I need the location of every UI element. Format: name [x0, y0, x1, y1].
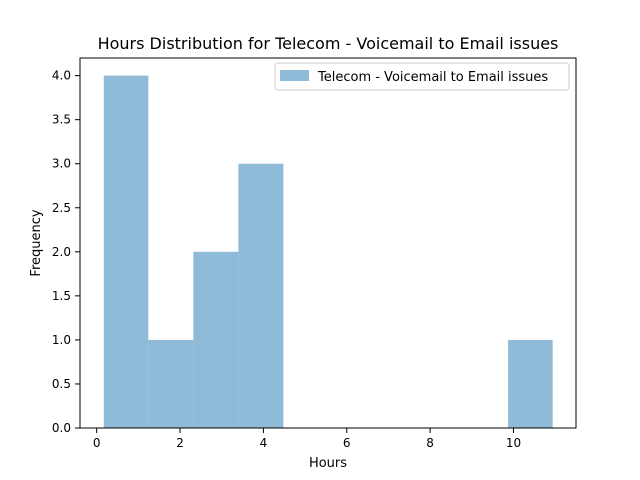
histogram-bar — [193, 251, 239, 428]
y-tick-label: 0.5 — [52, 377, 71, 391]
legend: Telecom - Voicemail to Email issues — [274, 62, 570, 91]
plot-frame — [79, 57, 577, 429]
y-axis-ticks: 0.0 0.5 1.0 1.5 2.0 2.5 3.0 3.5 4.0 — [52, 69, 80, 435]
x-tick-label: 10 — [506, 436, 521, 450]
histogram-bar — [148, 339, 194, 428]
histogram-bar — [238, 163, 284, 428]
chart-title: Hours Distribution for Telecom - Voicema… — [98, 34, 559, 53]
y-tick-label: 3.5 — [52, 113, 71, 127]
y-tick-label: 2.0 — [52, 245, 71, 259]
y-tick-label: 2.5 — [52, 201, 71, 215]
x-axis-ticks: 0 2 4 6 8 10 — [93, 428, 521, 450]
x-tick-label: 6 — [343, 436, 351, 450]
histogram-bars — [103, 75, 553, 428]
x-tick-label: 2 — [176, 436, 184, 450]
legend-label: Telecom - Voicemail to Email issues — [317, 70, 548, 85]
x-tick-label: 4 — [260, 436, 268, 450]
histogram-bar — [508, 339, 553, 428]
x-tick-label: 8 — [426, 436, 434, 450]
x-axis-label: Hours — [309, 456, 347, 471]
legend-swatch — [280, 70, 309, 81]
y-tick-label: 1.0 — [52, 333, 71, 347]
x-tick-label: 0 — [93, 436, 101, 450]
y-tick-label: 0.0 — [52, 421, 71, 435]
y-axis-label: Frequency — [29, 209, 44, 276]
legend-box — [274, 62, 570, 91]
histogram-bar — [103, 75, 149, 428]
y-tick-label: 1.5 — [52, 289, 71, 303]
y-tick-label: 4.0 — [52, 69, 71, 83]
y-tick-label: 3.0 — [52, 157, 71, 171]
